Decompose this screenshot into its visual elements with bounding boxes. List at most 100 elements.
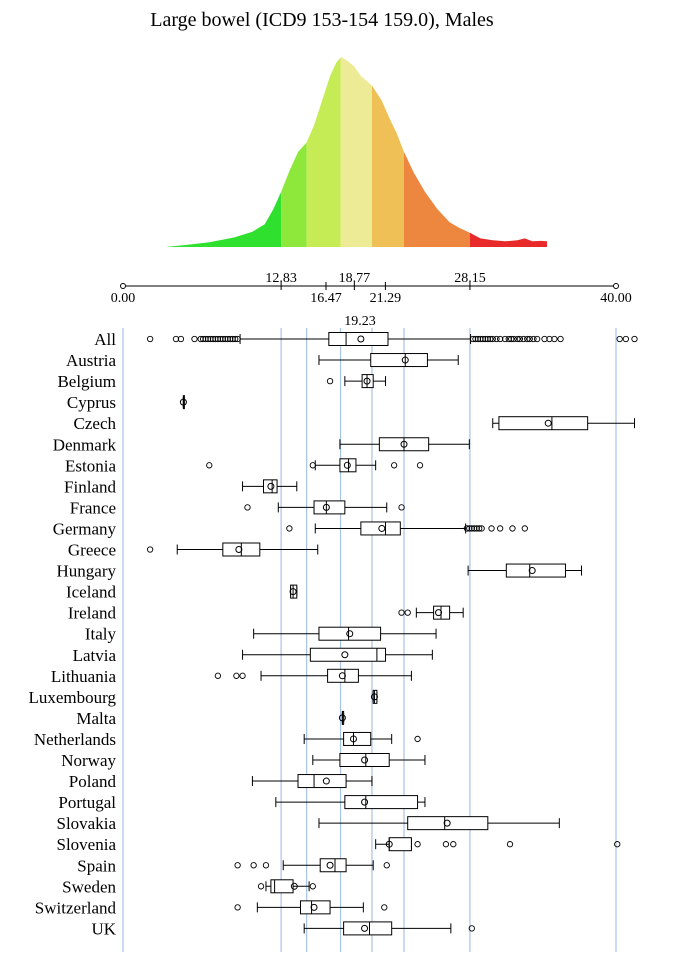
- boxplot-rows: All Austria Belgium Cyprus Czech Denmark Eston…: [28, 330, 638, 938]
- boxplot-row: Switzerland: [35, 898, 388, 917]
- outlier-point: [398, 609, 405, 616]
- boxplot-row: All: [94, 330, 638, 349]
- density-band-1: [281, 142, 307, 247]
- outlier-point: [219, 335, 226, 343]
- outlier-point: [479, 335, 487, 343]
- boxplot-row: Iceland: [66, 583, 298, 602]
- outlier-point: [496, 335, 504, 343]
- box: [407, 816, 489, 831]
- category-label: Ireland: [68, 604, 117, 623]
- outlier-point: [474, 335, 482, 343]
- boxplot-row: Ireland: [68, 604, 464, 623]
- outlier-point: [326, 377, 334, 385]
- outlier-point: [381, 904, 388, 911]
- boxplot-row: Sweden: [62, 877, 316, 896]
- mean-marker: [346, 630, 354, 638]
- outlier-point: [521, 525, 528, 532]
- mean-marker: [289, 588, 297, 596]
- outlier-point: [614, 841, 621, 848]
- outlier-point: [546, 335, 553, 343]
- outlier-point: [509, 525, 516, 532]
- boxplot-row: Italy: [85, 625, 437, 644]
- outlier-point: [473, 525, 480, 532]
- box: [299, 900, 331, 915]
- box: [360, 521, 401, 536]
- outlier-point: [239, 672, 246, 679]
- density-plot: [167, 57, 547, 248]
- outlier-point: [541, 335, 548, 343]
- outlier-point: [390, 462, 398, 469]
- outlier-point: [501, 335, 509, 343]
- category-label: Netherlands: [34, 730, 116, 749]
- mean-marker: [443, 819, 451, 827]
- outlier-point: [309, 883, 316, 890]
- category-label: Italy: [85, 625, 117, 644]
- mean-marker: [322, 503, 330, 511]
- outlier-point: [262, 862, 270, 869]
- mean-marker: [361, 756, 369, 764]
- outlier-point: [482, 335, 489, 343]
- boxplot-row: Slovakia: [57, 814, 560, 833]
- outlier-point: [622, 335, 630, 343]
- outlier-point: [204, 335, 212, 343]
- outlier-point: [463, 525, 471, 532]
- mean-marker: [378, 524, 386, 532]
- outlier-point: [493, 335, 500, 343]
- outlier-point: [468, 525, 475, 532]
- outlier-point: [469, 335, 477, 343]
- axis-tick-label: 40.00: [600, 291, 632, 306]
- outlier-point: [234, 904, 241, 911]
- break-label: 12.83: [265, 271, 297, 286]
- outlier-point: [414, 735, 421, 743]
- outlier-point: [250, 862, 257, 869]
- box: [339, 458, 357, 473]
- category-label: Sweden: [62, 877, 116, 896]
- outlier-point: [233, 672, 240, 679]
- category-label: Slovenia: [57, 835, 117, 854]
- outlier-point: [478, 525, 485, 532]
- outlier-point: [212, 335, 219, 343]
- outlier-point: [551, 335, 558, 343]
- break-label: 16.47: [310, 291, 342, 306]
- outlier-point: [217, 335, 224, 343]
- outlier-point: [533, 335, 541, 343]
- boxplot-row: Latvia: [73, 646, 433, 665]
- category-label: Malta: [76, 709, 116, 728]
- outlier-point: [476, 525, 483, 532]
- outlier-point: [232, 335, 239, 343]
- mean-marker: [349, 735, 357, 743]
- outlier-point: [468, 925, 475, 932]
- boxplot-row: Spain: [77, 856, 390, 875]
- boxplot-row: Estonia: [65, 456, 424, 475]
- outlier-point: [214, 335, 222, 343]
- outlier-point: [489, 335, 496, 343]
- mean-marker: [363, 377, 371, 385]
- outlier-point: [286, 525, 293, 532]
- outlier-point: [505, 335, 512, 343]
- box: [372, 689, 378, 704]
- outlier-point: [234, 335, 241, 343]
- category-label: Czech: [74, 414, 117, 433]
- break-label: 18.77: [339, 271, 371, 286]
- mean-marker: [361, 798, 369, 806]
- density-band-0: [167, 191, 282, 247]
- density-band-2: [306, 57, 341, 248]
- boxplot-row: Poland: [69, 772, 373, 791]
- outlier-point: [557, 335, 564, 343]
- boxplot-row: Greece: [68, 541, 319, 560]
- outlier-point: [257, 883, 265, 890]
- category-label: Latvia: [73, 646, 117, 665]
- category-label: Norway: [61, 751, 116, 770]
- mean-marker: [370, 693, 378, 701]
- box: [297, 774, 347, 789]
- axis-end-marker: [613, 283, 619, 289]
- outlier-point: [472, 335, 479, 343]
- outlier-point: [404, 609, 411, 616]
- outlier-point: [202, 335, 209, 343]
- density-band-6: [469, 232, 547, 247]
- mean-marker: [544, 419, 552, 427]
- outlier-point: [514, 335, 521, 343]
- category-label: Hungary: [57, 562, 117, 581]
- outlier-point: [414, 841, 421, 848]
- box: [344, 795, 419, 810]
